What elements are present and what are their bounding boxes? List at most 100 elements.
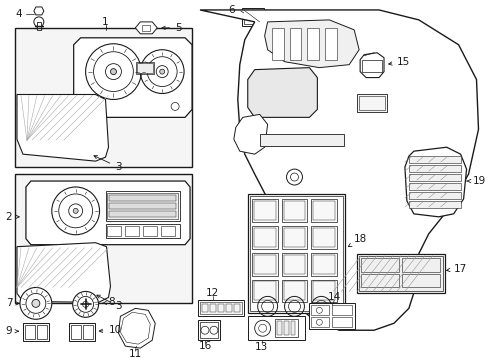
Text: 1: 1 <box>102 17 109 27</box>
Text: 8: 8 <box>102 297 115 307</box>
Bar <box>401 274 439 287</box>
Bar <box>408 201 460 208</box>
Bar <box>109 195 176 201</box>
Bar <box>408 165 460 172</box>
Bar <box>15 174 192 303</box>
Polygon shape <box>135 22 157 34</box>
Bar <box>307 28 319 60</box>
Bar <box>332 317 351 327</box>
Bar <box>356 94 386 112</box>
Bar <box>362 60 381 72</box>
Bar <box>109 203 176 209</box>
Bar <box>125 226 139 236</box>
Text: 6: 6 <box>228 5 235 15</box>
Circle shape <box>110 69 116 75</box>
Bar <box>253 255 275 274</box>
Bar <box>71 325 81 339</box>
Bar <box>243 10 261 24</box>
Bar <box>37 325 47 339</box>
Bar <box>311 199 337 222</box>
Text: 13: 13 <box>255 342 268 352</box>
Bar <box>361 274 398 287</box>
Bar <box>361 258 398 271</box>
Bar <box>259 134 344 146</box>
Bar <box>408 192 460 199</box>
Circle shape <box>32 300 40 307</box>
Bar <box>107 193 178 219</box>
Bar <box>283 321 288 335</box>
Text: 18: 18 <box>347 234 366 247</box>
Bar <box>37 22 41 30</box>
Bar <box>247 194 345 313</box>
Polygon shape <box>247 68 317 117</box>
Text: 11: 11 <box>128 349 142 359</box>
Bar <box>68 323 94 341</box>
Circle shape <box>73 292 99 317</box>
Bar <box>283 255 305 274</box>
Bar <box>283 201 305 220</box>
Bar <box>82 325 92 339</box>
Bar <box>225 304 231 312</box>
Bar <box>143 226 157 236</box>
Text: 14: 14 <box>327 292 340 302</box>
Bar <box>233 304 239 312</box>
Bar <box>356 254 444 293</box>
Text: 10: 10 <box>99 325 122 335</box>
Bar <box>253 282 275 300</box>
Bar <box>408 174 460 181</box>
Bar <box>311 279 337 302</box>
Bar <box>251 279 277 302</box>
Bar <box>274 319 298 337</box>
Text: 3: 3 <box>94 156 122 172</box>
Bar <box>281 199 307 222</box>
Text: 9: 9 <box>6 326 18 336</box>
Bar <box>332 305 351 315</box>
Text: 2: 2 <box>6 212 19 222</box>
Text: 5: 5 <box>162 23 182 33</box>
Bar <box>311 305 328 315</box>
Bar <box>202 304 207 312</box>
Text: 12: 12 <box>206 288 219 298</box>
Polygon shape <box>74 38 192 117</box>
Bar <box>309 303 354 329</box>
Bar <box>161 226 175 236</box>
Polygon shape <box>26 181 190 245</box>
Bar <box>251 226 277 249</box>
Polygon shape <box>264 20 358 68</box>
Bar <box>247 316 305 340</box>
Bar <box>325 28 337 60</box>
Bar <box>137 63 153 73</box>
Circle shape <box>73 208 78 213</box>
Bar <box>311 253 337 275</box>
Text: 15: 15 <box>388 57 409 67</box>
Bar <box>253 228 275 247</box>
Bar <box>249 196 343 311</box>
Bar <box>200 302 241 314</box>
Bar <box>107 226 121 236</box>
Bar <box>313 201 335 220</box>
Bar <box>313 228 335 247</box>
Polygon shape <box>34 7 44 15</box>
Bar <box>358 256 442 292</box>
Polygon shape <box>233 114 267 154</box>
Polygon shape <box>359 53 383 78</box>
Text: 16: 16 <box>198 341 211 351</box>
Bar <box>358 96 384 111</box>
Bar <box>408 183 460 190</box>
Polygon shape <box>17 243 110 302</box>
Bar <box>290 321 295 335</box>
Bar <box>15 28 192 167</box>
Bar <box>313 255 335 274</box>
Circle shape <box>20 287 52 319</box>
Bar <box>218 304 224 312</box>
Text: 17: 17 <box>446 264 466 274</box>
Bar <box>25 325 35 339</box>
Bar <box>281 279 307 302</box>
Text: 4: 4 <box>16 9 22 19</box>
Bar <box>311 226 337 249</box>
Bar <box>401 258 439 271</box>
Bar <box>198 320 220 340</box>
Bar <box>200 322 218 338</box>
Text: 3: 3 <box>97 295 122 311</box>
Bar <box>271 28 283 60</box>
